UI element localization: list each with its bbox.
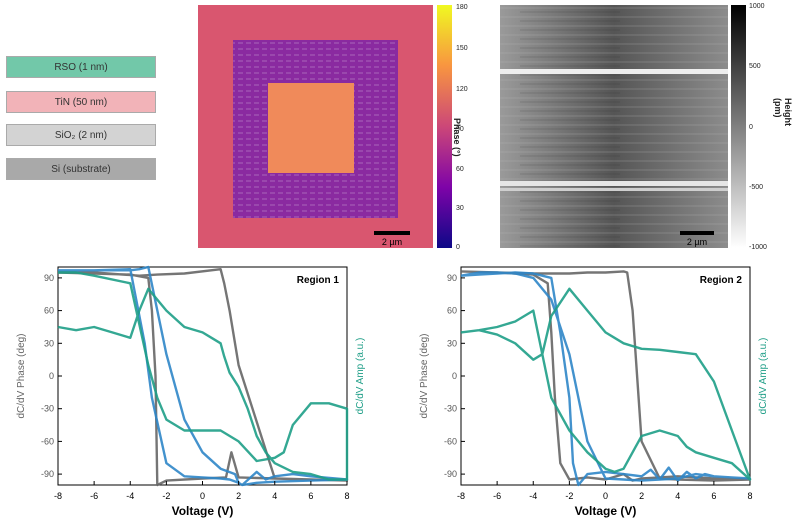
region1-xtick-label: 0 <box>200 491 205 501</box>
height-tick-1000: 1000 <box>749 3 765 10</box>
region2-xtick-label: -8 <box>457 491 465 501</box>
layer-tin-label: TiN (50 nm) <box>54 96 108 108</box>
phase-tick-0: 0 <box>456 244 460 251</box>
height-tick-0: 0 <box>749 124 753 131</box>
region2-ytick-label: -90 <box>444 469 457 479</box>
height-scale-bar: 2 µm <box>687 237 707 247</box>
region1-xtick-label: 4 <box>272 491 277 501</box>
height-colorbar <box>731 5 746 248</box>
region2-xlabel: Voltage (V) <box>575 504 637 518</box>
region2-ytick-label: -60 <box>444 436 457 446</box>
phase-tick-180: 180 <box>456 4 468 11</box>
phase-colorbar-label: Phase (°) <box>452 118 462 157</box>
height-tick-m500: -500 <box>749 184 764 191</box>
layer-sio2-label: SiO₂ (2 nm) <box>54 129 108 141</box>
region2-xtick-label: 8 <box>747 491 752 501</box>
region1-ytick-label: -60 <box>41 436 54 446</box>
region1-ytick-label: -30 <box>41 404 54 414</box>
region2-xtick-label: 0 <box>603 491 608 501</box>
layer-rso: RSO (1 nm) <box>6 56 156 78</box>
region1-ytick-label: 0 <box>49 371 54 381</box>
region2-xtick-label: -2 <box>565 491 573 501</box>
region1-ytick-label: 30 <box>44 338 54 348</box>
chart-region-2: -8 -6 -4 -2 0 2 4 6 8 -90 -60 -30 0 30 60 90 Region 2 Vol… <box>419 266 769 518</box>
region2-ytick-label: 60 <box>447 306 457 316</box>
region1-xtick-label: -2 <box>162 491 170 501</box>
region2-series-2 <box>460 287 752 481</box>
region1-ylabel-right: dC/dV Amp (a.u.) <box>355 338 366 415</box>
phase-scale-bar: 2 µm <box>382 237 402 247</box>
phase-tick-90: 90 <box>456 126 464 133</box>
chart-region-1: -8 -6 -4 -2 0 2 4 6 8 -90 -60 -30 0 30 60 90 Region 1 Vol… <box>16 265 366 518</box>
region2-series-0 <box>460 270 752 482</box>
region1-series-0 <box>57 267 349 487</box>
phase-tick-120: 120 <box>456 86 468 93</box>
height-tick-500: 500 <box>749 63 761 70</box>
region2-ylabel-right: dC/dV Amp (a.u.) <box>758 338 769 415</box>
phase-tick-60: 60 <box>456 166 464 173</box>
region2-ytick-label: 0 <box>452 371 457 381</box>
region1-xtick-label: 6 <box>308 491 313 501</box>
layer-sio2: SiO₂ (2 nm) <box>6 124 156 146</box>
layer-si: Si (substrate) <box>6 158 156 180</box>
region1-xtick-label: -8 <box>54 491 62 501</box>
region1-xtick-label: -6 <box>90 491 98 501</box>
height-colorbar-label: Height (pm) <box>773 98 793 126</box>
height-map-image: 2 µm <box>500 5 728 248</box>
region1-ytick-label: -90 <box>41 469 54 479</box>
region1-xlabel: Voltage (V) <box>172 504 234 518</box>
region1-ytick-label: 60 <box>44 306 54 316</box>
region2-ytick-label: -30 <box>444 404 457 414</box>
region1-ytick-label: 90 <box>44 273 54 283</box>
region2-xtick-label: -6 <box>493 491 501 501</box>
region2-ylabel-left: dC/dV Phase (deg) <box>419 333 430 418</box>
height-tick-m1000: -1000 <box>749 244 767 251</box>
phase-colorbar <box>437 5 452 248</box>
phase-map-image: 2 µm <box>198 5 433 248</box>
region2-xtick-label: 4 <box>675 491 680 501</box>
region2-xtick-label: -4 <box>529 491 537 501</box>
region1-xtick-label: 8 <box>344 491 349 501</box>
layer-rso-label: RSO (1 nm) <box>54 61 108 73</box>
region2-title: Region 2 <box>700 275 743 286</box>
layer-tin: TiN (50 nm) <box>6 91 156 113</box>
region1-title: Region 1 <box>297 275 340 286</box>
phase-tick-30: 30 <box>456 205 464 212</box>
region2-ytick-label: 30 <box>447 338 457 348</box>
phase-tick-150: 150 <box>456 45 468 52</box>
region1-ylabel-left: dC/dV Phase (deg) <box>16 333 27 418</box>
region1-series-2 <box>57 271 349 481</box>
region1-xtick-label: 2 <box>236 491 241 501</box>
region2-series-1 <box>460 271 752 487</box>
region2-ytick-label: 90 <box>447 273 457 283</box>
region2-xtick-label: 6 <box>711 491 716 501</box>
layer-si-label: Si (substrate) <box>51 163 111 175</box>
region2-frame <box>460 266 751 486</box>
region1-xtick-label: -4 <box>126 491 134 501</box>
region2-xtick-label: 2 <box>639 491 644 501</box>
region1-series-1 <box>58 265 349 487</box>
